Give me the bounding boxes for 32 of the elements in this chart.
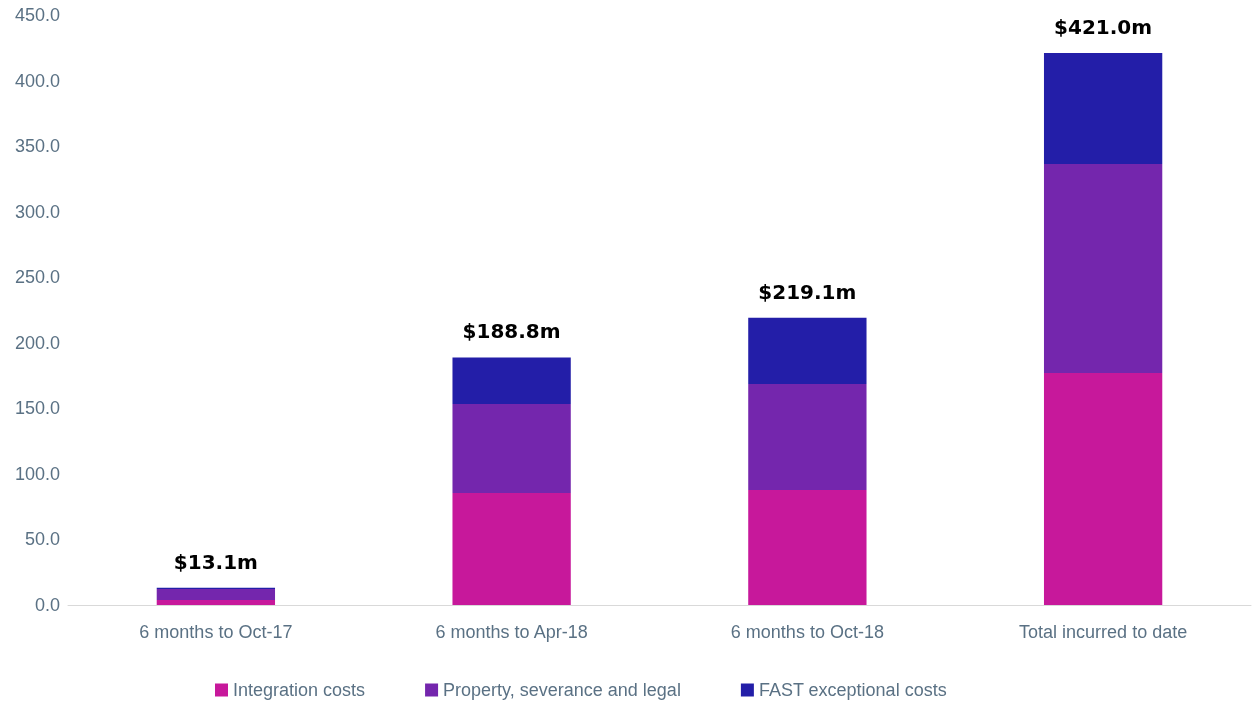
y-tick-label: 200.0 xyxy=(14,332,60,353)
bar xyxy=(452,493,571,605)
y-tick-label: 350.0 xyxy=(14,136,60,157)
bar xyxy=(1043,372,1163,605)
legend-label: Integration costs xyxy=(233,680,366,700)
total-label: $13.1m xyxy=(173,549,258,574)
y-tick-label: 0.0 xyxy=(34,595,60,615)
y-tick-label: 150.0 xyxy=(14,398,60,419)
bar xyxy=(1043,53,1163,164)
bar xyxy=(748,490,867,605)
y-tick-label: 450.0 xyxy=(14,5,60,25)
y-tick-label: 300.0 xyxy=(14,201,60,222)
bar xyxy=(452,404,571,494)
legend-label: Property, severance and legal xyxy=(443,680,681,700)
y-tick-label: 250.0 xyxy=(14,267,60,288)
y-tick-label: 400.0 xyxy=(14,70,60,91)
legend-label: FAST exceptional costs xyxy=(758,680,947,700)
x-tick-label: 6 months to Oct-17 xyxy=(139,622,293,642)
bar xyxy=(748,317,867,384)
bar xyxy=(452,357,571,405)
y-tick-label: 50.0 xyxy=(24,529,60,550)
bar xyxy=(156,600,276,605)
x-tick-label: 6 months to Oct-18 xyxy=(730,622,884,642)
x-tick-label: Total incurred to date xyxy=(1019,622,1188,642)
total-label: $219.1m xyxy=(758,279,857,304)
total-label: $421.0m xyxy=(1054,15,1153,40)
total-label: $188.8m xyxy=(462,319,561,344)
bar xyxy=(748,383,867,491)
x-tick-label: 6 months to Apr-18 xyxy=(435,622,588,642)
bar xyxy=(156,589,276,601)
y-tick-label: 100.0 xyxy=(14,463,60,484)
bar xyxy=(1043,163,1163,373)
